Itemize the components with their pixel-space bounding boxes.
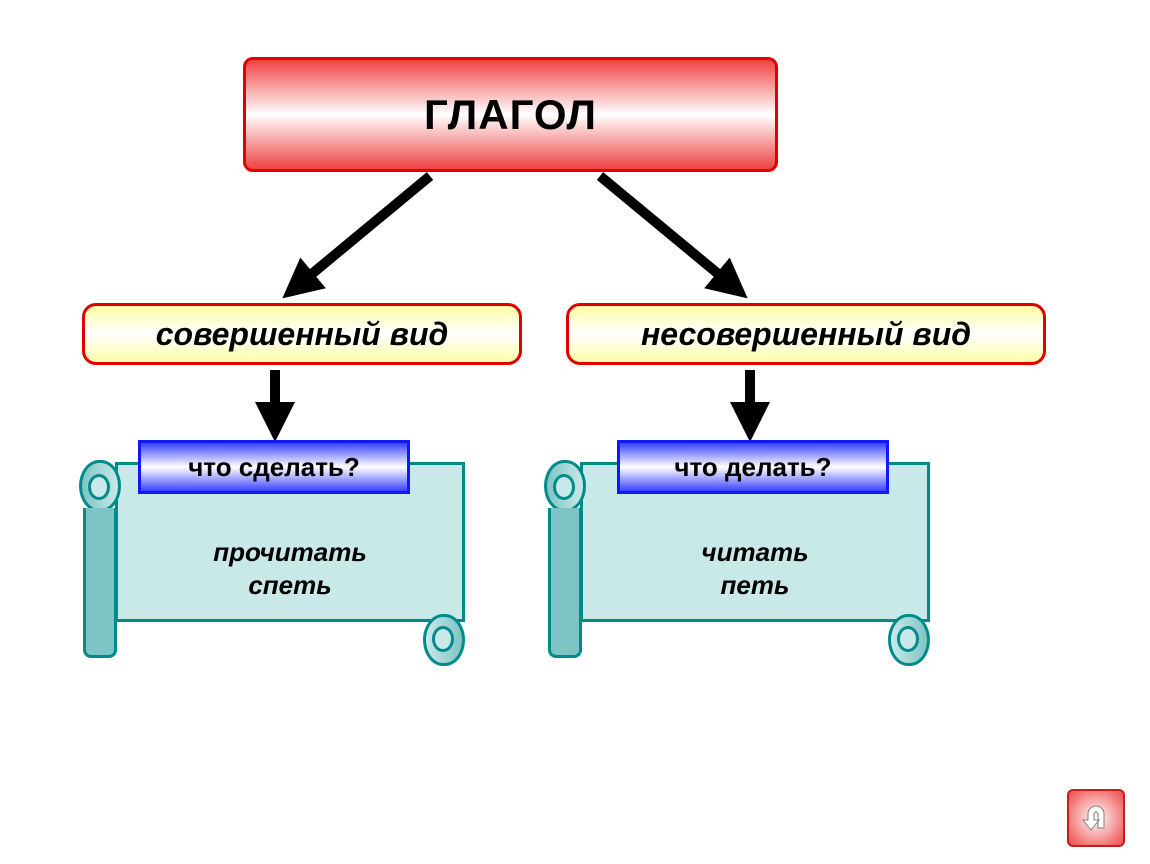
root-node-label: ГЛАГОЛ (424, 91, 597, 139)
edge-arrow (290, 176, 430, 292)
scroll-curl-bottom-right-inner (897, 626, 919, 652)
question-label-imperfective: что делать? (674, 452, 831, 483)
example-line-2: спеть (248, 569, 331, 602)
example-line-1: прочитать (213, 536, 367, 569)
back-nav-button[interactable] (1067, 789, 1125, 847)
scroll-curl-top-left-inner (553, 474, 575, 500)
edge-arrow (600, 176, 740, 292)
example-line-1: читать (701, 536, 808, 569)
u-turn-arrow-icon (1076, 798, 1116, 838)
diagram-stage: ГЛАГОЛ совершенный вид несовершенный вид… (0, 0, 1150, 864)
branch-label-imperfective: несовершенный вид (641, 316, 971, 353)
question-node-perfective: что сделать? (138, 440, 410, 494)
root-node-verb: ГЛАГОЛ (243, 57, 778, 172)
branch-node-perfective: совершенный вид (82, 303, 522, 365)
scroll-curl-bottom-right-inner (432, 626, 454, 652)
scroll-strip-left (83, 508, 117, 658)
question-node-imperfective: что делать? (617, 440, 889, 494)
scroll-strip-left (548, 508, 582, 658)
example-line-2: петь (721, 569, 790, 602)
question-label-perfective: что сделать? (188, 452, 360, 483)
branch-node-imperfective: несовершенный вид (566, 303, 1046, 365)
scroll-curl-top-left-inner (88, 474, 110, 500)
branch-label-perfective: совершенный вид (156, 316, 449, 353)
